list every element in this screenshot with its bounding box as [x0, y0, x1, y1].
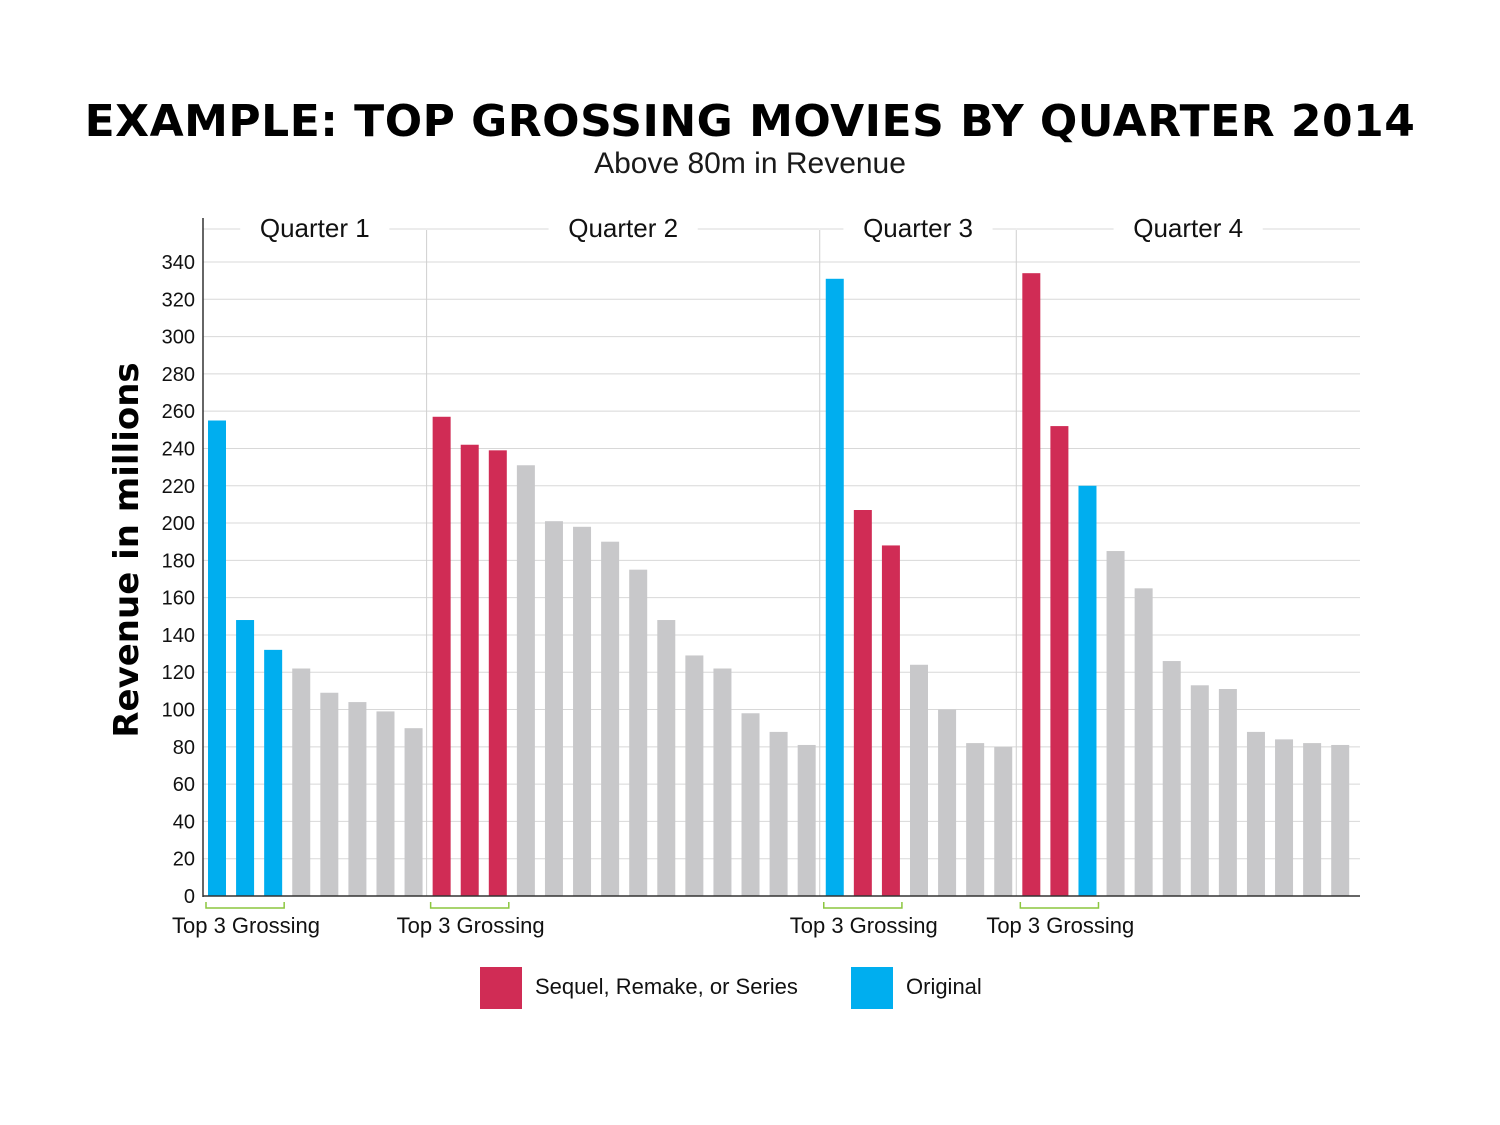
- y-tick-label: 120: [162, 662, 195, 684]
- y-tick-label: 280: [162, 364, 195, 386]
- y-tick-label: 140: [162, 625, 195, 647]
- bars-group: [208, 273, 1350, 896]
- bar: [404, 728, 423, 896]
- bar: [516, 465, 535, 896]
- bar: [1022, 273, 1041, 896]
- top3-label: Top 3 Grossing: [172, 913, 320, 938]
- bar: [657, 620, 676, 896]
- y-tick-label: 40: [173, 811, 195, 833]
- bar: [488, 450, 507, 896]
- quarter-label: Quarter 2: [568, 213, 678, 243]
- top3-bracket: [823, 902, 903, 909]
- top3-bracket: [1019, 902, 1100, 909]
- bar: [1303, 743, 1322, 896]
- top3-brackets: Top 3 Grossing Top 3 Grossing Top 3 Grossi…: [172, 902, 1134, 938]
- bar: [853, 510, 872, 896]
- top3-bracket: [205, 902, 285, 909]
- y-tick-label: 220: [162, 476, 195, 498]
- y-tick-label: 100: [162, 700, 195, 722]
- bar: [264, 649, 283, 896]
- quarter-label: Quarter 1: [260, 213, 370, 243]
- top3-bracket: [429, 902, 510, 909]
- top3-label: Top 3 Grossing: [397, 913, 545, 938]
- y-tick-label: 60: [173, 774, 195, 796]
- bar: [1275, 739, 1294, 896]
- y-tick-label: 160: [162, 588, 195, 610]
- y-tick-label: 260: [162, 401, 195, 423]
- legend: Sequel, Remake, or Series Original: [480, 967, 982, 1009]
- bar: [292, 668, 311, 896]
- bar: [825, 278, 844, 896]
- bar: [1218, 689, 1237, 896]
- bar: [741, 713, 760, 896]
- bar: [432, 416, 451, 896]
- quarter-label: Quarter 3: [863, 213, 973, 243]
- bar: [797, 744, 816, 896]
- y-tick-label: 0: [184, 886, 195, 908]
- bar: [1106, 551, 1125, 896]
- bar: [236, 620, 255, 896]
- bar: [1190, 685, 1209, 896]
- bar: [994, 746, 1013, 896]
- bar: [685, 655, 704, 896]
- bar: [1331, 744, 1350, 896]
- legend-swatch: [851, 967, 893, 1009]
- y-tick-labels: 0 20 40 60 80 100 120 140 160 180 200 220 240 260 280 3…: [162, 252, 195, 908]
- bar: [1050, 426, 1069, 896]
- y-tick-label: 80: [173, 737, 195, 759]
- bar: [966, 743, 985, 896]
- bar: [938, 709, 957, 896]
- top3-label: Top 3 Grossing: [986, 913, 1134, 938]
- bar: [1246, 731, 1265, 896]
- y-tick-label: 300: [162, 327, 195, 349]
- bar: [544, 521, 563, 896]
- y-tick-label: 200: [162, 513, 195, 535]
- quarter-label: Quarter 4: [1133, 213, 1243, 243]
- y-tick-label: 320: [162, 289, 195, 311]
- bar: [1162, 661, 1181, 896]
- quarter-separators: [426, 230, 1017, 896]
- legend-swatch: [480, 967, 522, 1009]
- chart-subtitle: Above 80m in Revenue: [594, 147, 906, 180]
- y-tick-label: 340: [162, 252, 195, 274]
- top3-label: Top 3 Grossing: [790, 913, 938, 938]
- legend-label: Original: [906, 974, 982, 999]
- chart-title: EXAMPLE: TOP GROSSING MOVIES BY QUARTER …: [84, 96, 1416, 147]
- bar: [881, 545, 900, 896]
- bar: [460, 444, 479, 896]
- bar: [601, 541, 620, 896]
- bar: [1134, 588, 1153, 896]
- bar: [320, 692, 339, 896]
- bar: [713, 668, 732, 896]
- y-tick-label: 20: [173, 849, 195, 871]
- quarter-labels: Quarter 1 Quarter 2 Quarter 3 Quarter 4: [260, 213, 1243, 243]
- bar: [573, 526, 592, 896]
- bar: [208, 420, 226, 896]
- bar: [769, 731, 788, 896]
- y-tick-label: 240: [162, 438, 195, 460]
- bar: [348, 702, 367, 896]
- legend-label: Sequel, Remake, or Series: [535, 974, 798, 999]
- y-tick-label: 180: [162, 550, 195, 572]
- bar: [376, 711, 395, 896]
- bar: [1078, 485, 1097, 896]
- bar: [910, 664, 928, 896]
- axes: [202, 218, 1360, 897]
- gridlines: [203, 228, 1360, 860]
- y-axis-title: Revenue in millions: [107, 362, 147, 737]
- bar: [629, 569, 648, 896]
